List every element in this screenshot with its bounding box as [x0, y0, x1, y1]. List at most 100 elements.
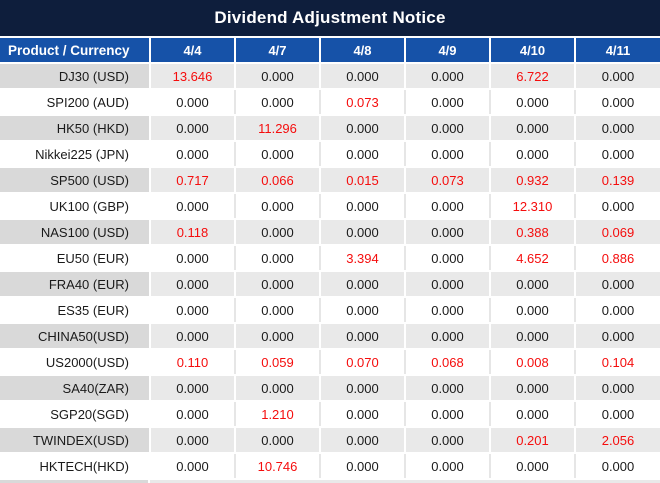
- product-cell: HKTECH(HKD): [0, 453, 151, 480]
- value-cell: 0.000: [235, 427, 321, 454]
- value-cell: 0.000: [320, 323, 406, 350]
- column-header-date: 4/4: [150, 38, 236, 64]
- value-cell: 1.210: [235, 401, 321, 428]
- value-cell: 0.000: [235, 63, 321, 90]
- value-cell: 0.000: [575, 323, 660, 350]
- table-row: US2000(USD) 0.110 0.059 0.070 0.068 0.008 0.10…: [0, 349, 660, 376]
- product-cell: SPI200 (AUD): [0, 89, 151, 116]
- value-cell: 0.000: [575, 401, 660, 428]
- value-cell: 0.066: [235, 167, 321, 194]
- table-row: UK100 (GBP) 0.000 0.000 0.000 0.000 12.310 0.0…: [0, 193, 660, 220]
- product-cell: US2000(USD): [0, 349, 151, 376]
- column-header-date: 4/10: [490, 38, 576, 64]
- value-cell: 0.000: [575, 141, 660, 168]
- value-cell: 0.932: [490, 167, 576, 194]
- value-cell: 0.201: [490, 427, 576, 454]
- value-cell: 6.722: [490, 63, 576, 90]
- value-cell: 0.000: [490, 141, 576, 168]
- page-title: Dividend Adjustment Notice: [214, 8, 446, 27]
- value-cell: 0.118: [150, 219, 236, 246]
- value-cell: 0.070: [320, 349, 406, 376]
- value-cell: 0.139: [575, 167, 660, 194]
- product-cell: DJ30 (USD): [0, 63, 151, 90]
- value-cell: 0.110: [150, 349, 236, 376]
- product-cell: UK100 (GBP): [0, 193, 151, 220]
- value-cell: 0.000: [575, 375, 660, 402]
- column-header-product: Product / Currency: [0, 38, 151, 64]
- product-cell: EU50 (EUR): [0, 245, 151, 272]
- value-cell: 0.000: [150, 245, 236, 272]
- table-row: EU50 (EUR) 0.000 0.000 3.394 0.000 4.652 0.886: [0, 245, 660, 272]
- value-cell: 0.068: [405, 349, 491, 376]
- value-cell: 0.000: [320, 427, 406, 454]
- value-cell: 0.000: [405, 401, 491, 428]
- value-cell: 0.000: [405, 63, 491, 90]
- value-cell: 0.059: [235, 349, 321, 376]
- value-cell: 0.000: [320, 375, 406, 402]
- value-cell: 0.000: [235, 245, 321, 272]
- value-cell: 0.000: [405, 193, 491, 220]
- table-row: SP500 (USD) 0.717 0.066 0.015 0.073 0.932 0.13…: [0, 167, 660, 194]
- value-cell: 0.000: [150, 193, 236, 220]
- value-cell: 0.015: [320, 167, 406, 194]
- table-row: ES35 (EUR) 0.000 0.000 0.000 0.000 0.000 0.000: [0, 297, 660, 324]
- product-cell: TWINDEX(USD): [0, 427, 151, 454]
- table-row: HK50 (HKD) 0.000 11.296 0.000 0.000 0.000 0.00…: [0, 115, 660, 142]
- value-cell: 0.000: [320, 453, 406, 480]
- value-cell: 0.000: [320, 115, 406, 142]
- value-cell: 4.652: [490, 245, 576, 272]
- table-row: TWINDEX(USD) 0.000 0.000 0.000 0.000 0.201 2.0…: [0, 427, 660, 454]
- value-cell: 0.886: [575, 245, 660, 272]
- table-row: FRA40 (EUR) 0.000 0.000 0.000 0.000 0.000 0.00…: [0, 271, 660, 298]
- table-row: HKTECH(HKD) 0.000 10.746 0.000 0.000 0.000 0.0…: [0, 453, 660, 480]
- value-cell: 0.000: [405, 89, 491, 116]
- value-cell: 2.056: [575, 427, 660, 454]
- product-cell: SP500 (USD): [0, 167, 151, 194]
- table-row: DJ30 (USD) 13.646 0.000 0.000 0.000 6.722 0.00…: [0, 63, 660, 90]
- value-cell: 0.000: [405, 245, 491, 272]
- value-cell: 0.000: [575, 453, 660, 480]
- table-header-row: Product / Currency 4/4 4/7 4/8 4/9 4/10 …: [0, 38, 660, 64]
- value-cell: 0.000: [490, 323, 576, 350]
- value-cell: 0.000: [150, 297, 236, 324]
- value-cell: 0.000: [235, 219, 321, 246]
- value-cell: 0.000: [490, 453, 576, 480]
- product-cell: CHINA50(USD): [0, 323, 151, 350]
- value-cell: 0.000: [150, 115, 236, 142]
- value-cell: 0.000: [405, 375, 491, 402]
- value-cell: 11.296: [235, 115, 321, 142]
- value-cell: 0.000: [320, 63, 406, 90]
- value-cell: 0.000: [150, 141, 236, 168]
- table-body: DJ30 (USD) 13.646 0.000 0.000 0.000 6.722 0.00…: [0, 63, 660, 480]
- value-cell: 0.000: [150, 453, 236, 480]
- value-cell: 0.000: [320, 219, 406, 246]
- column-header-date: 4/8: [320, 38, 406, 64]
- value-cell: 0.000: [320, 271, 406, 298]
- value-cell: 0.000: [235, 193, 321, 220]
- value-cell: 0.069: [575, 219, 660, 246]
- value-cell: 0.000: [320, 193, 406, 220]
- table-row: SA40(ZAR) 0.000 0.000 0.000 0.000 0.000 0.000: [0, 375, 660, 402]
- table-row: CHINA50(USD) 0.000 0.000 0.000 0.000 0.000 0.0…: [0, 323, 660, 350]
- value-cell: 0.000: [490, 89, 576, 116]
- table-row: SPI200 (AUD) 0.000 0.000 0.073 0.000 0.000 0.0…: [0, 89, 660, 116]
- table-row: SGP20(SGD) 0.000 1.210 0.000 0.000 0.000 0.000: [0, 401, 660, 428]
- value-cell: 0.000: [320, 141, 406, 168]
- product-cell: SA40(ZAR): [0, 375, 151, 402]
- value-cell: 0.000: [320, 401, 406, 428]
- value-cell: 0.000: [235, 323, 321, 350]
- dividend-table: Product / Currency 4/4 4/7 4/8 4/9 4/10 …: [0, 38, 660, 480]
- product-cell: NAS100 (USD): [0, 219, 151, 246]
- value-cell: 10.746: [235, 453, 321, 480]
- product-cell: SGP20(SGD): [0, 401, 151, 428]
- product-cell: ES35 (EUR): [0, 297, 151, 324]
- value-cell: 0.000: [575, 115, 660, 142]
- value-cell: 0.000: [150, 89, 236, 116]
- value-cell: 0.000: [575, 89, 660, 116]
- value-cell: 0.000: [320, 297, 406, 324]
- column-header-date: 4/7: [235, 38, 321, 64]
- value-cell: 12.310: [490, 193, 576, 220]
- table-row: Nikkei225 (JPN) 0.000 0.000 0.000 0.000 0.000…: [0, 141, 660, 168]
- column-header-date: 4/11: [575, 38, 660, 64]
- value-cell: 0.000: [575, 297, 660, 324]
